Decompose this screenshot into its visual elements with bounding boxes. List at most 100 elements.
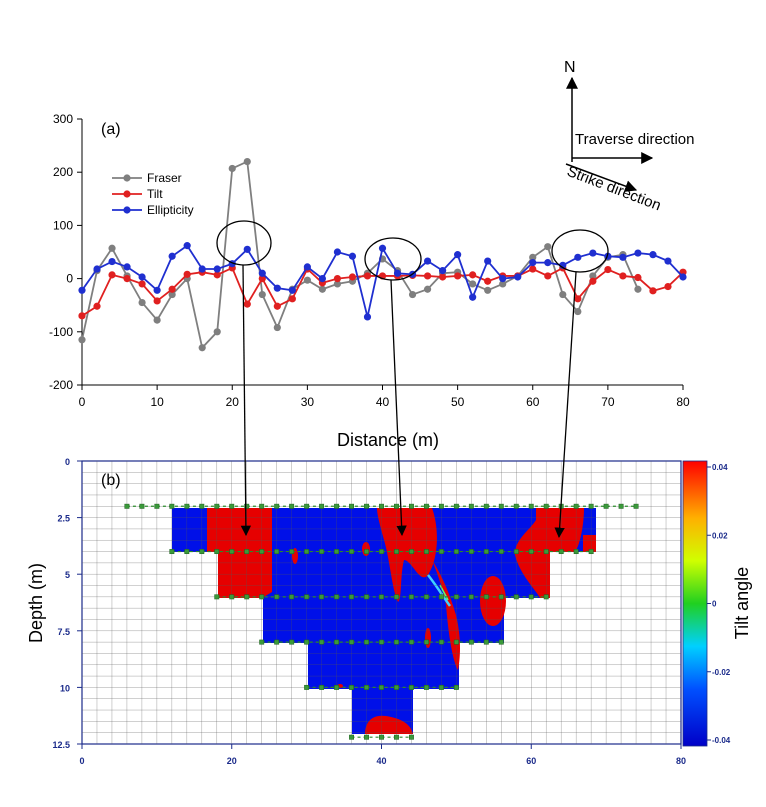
- heatmap-blue-region: [172, 508, 596, 734]
- anomaly-ellipse-3: [551, 229, 609, 273]
- data-point-ellipticity: [649, 251, 657, 259]
- data-point-tilt: [153, 297, 161, 305]
- data-point-ellipticity: [634, 249, 642, 257]
- b-x-tick-label-4: 80: [676, 756, 686, 766]
- b-y-tick-label-1: 2.5: [57, 514, 70, 524]
- data-point-fraser: [153, 316, 161, 324]
- x-tick-label-3: 30: [301, 395, 315, 409]
- data-point-ellipticity: [469, 293, 477, 301]
- data-point-ellipticity: [378, 244, 387, 252]
- data-point-ellipticity: [153, 286, 161, 294]
- chart-a-axes: 300 200 100 0 -100 -200 0 10 20 30 40 50 60 70 80: [49, 112, 690, 409]
- data-point-fraser: [258, 290, 266, 299]
- b-x-tick-label-3: 60: [526, 756, 536, 766]
- y-tick-label-0: 300: [53, 112, 73, 126]
- data-point-ellipticity: [78, 286, 86, 294]
- data-point-ellipticity: [183, 242, 191, 250]
- data-point-ellipticity: [168, 252, 176, 260]
- data-point-tilt: [634, 273, 642, 282]
- data-point-tilt: [454, 272, 462, 280]
- data-point-tilt: [168, 285, 176, 293]
- data-point-ellipticity: [138, 273, 146, 281]
- connector-arrow-2: [390, 279, 407, 537]
- heatmap-transition-line: [427, 574, 452, 607]
- data-point-ellipticity: [619, 253, 627, 261]
- data-point-fraser: [213, 328, 221, 336]
- data-point-tilt: [439, 273, 447, 281]
- data-point-ellipticity: [273, 284, 281, 292]
- data-point-fraser: [198, 344, 206, 352]
- b-y-tick-label-0: 0: [65, 457, 70, 467]
- b-x-tick-label-0: 0: [79, 756, 84, 766]
- data-point-tilt: [123, 275, 131, 283]
- data-point-ellipticity: [108, 257, 116, 266]
- colorbar-label: Tilt angle: [732, 567, 752, 639]
- data-point-fraser: [318, 285, 326, 293]
- x-tick-label-0: 0: [79, 395, 86, 409]
- data-point-ellipticity: [664, 257, 672, 265]
- data-point-ellipticity: [348, 252, 357, 260]
- y-tick-label-4: -100: [49, 325, 73, 339]
- colorbar-tick-label-2: 0: [712, 600, 717, 609]
- data-point-tilt: [93, 302, 101, 310]
- x-tick-label-5: 50: [451, 395, 465, 409]
- chart-a-series-group: [78, 157, 687, 352]
- data-point-fraser: [168, 290, 176, 299]
- data-point-fraser: [574, 307, 582, 316]
- b-y-tick-label-2: 5: [65, 570, 70, 580]
- x-tick-label-1: 10: [150, 395, 164, 409]
- data-point-tilt: [484, 277, 492, 285]
- data-point-fraser: [273, 323, 281, 332]
- data-point-fraser: [408, 290, 417, 299]
- series-line-fraser: [81, 160, 639, 350]
- data-point-fraser: [108, 244, 116, 252]
- b-x-tick-label-1: 20: [227, 756, 237, 766]
- direction-diagram: N Traverse direction Strike direction: [564, 59, 695, 214]
- strike-direction-label: Strike direction: [565, 163, 664, 214]
- data-point-fraser: [544, 243, 552, 251]
- x-tick-label-4: 40: [376, 395, 390, 409]
- heatmap-red-regions: [207, 508, 596, 734]
- colorbar-tick-label-1: 0.02: [712, 531, 728, 540]
- y-tick-label-2: 100: [53, 218, 73, 232]
- x-tick-label-8: 80: [676, 395, 690, 409]
- data-point-tilt: [348, 273, 357, 281]
- anomaly-ellipse-1: [216, 220, 272, 266]
- data-point-ellipticity: [529, 259, 537, 267]
- data-point-fraser: [138, 298, 146, 307]
- data-point-tilt: [213, 271, 221, 279]
- y-tick-label-3: 0: [66, 272, 73, 286]
- data-point-ellipticity: [499, 275, 507, 283]
- data-point-ellipticity: [333, 248, 342, 256]
- data-point-fraser: [499, 280, 507, 288]
- north-label: N: [564, 59, 576, 76]
- x-tick-label-7: 70: [601, 395, 615, 409]
- data-point-ellipticity: [454, 251, 462, 259]
- data-point-ellipticity: [544, 259, 552, 267]
- data-point-ellipticity: [198, 265, 206, 273]
- data-point-ellipticity: [679, 273, 687, 281]
- data-point-fraser: [423, 285, 432, 293]
- data-point-fraser: [303, 276, 311, 284]
- data-point-tilt: [649, 287, 657, 295]
- data-point-tilt: [619, 272, 627, 280]
- chart-b-axis-ticks: 0 20 40 60 80 0 2.5 5 7.5 10 12.5: [52, 457, 686, 766]
- colorbar-tick-label-4: -0.04: [712, 736, 731, 745]
- legend-item-fraser: Fraser: [147, 171, 182, 185]
- b-y-tick-label-5: 12.5: [52, 740, 70, 750]
- chart-b-y-axis-label: Depth (m): [26, 563, 46, 643]
- data-point-fraser: [484, 286, 492, 294]
- data-point-ellipticity: [393, 269, 402, 277]
- data-point-ellipticity: [213, 265, 221, 273]
- data-point-fraser: [333, 280, 342, 288]
- data-point-ellipticity: [93, 265, 101, 273]
- b-x-tick-label-2: 40: [376, 756, 386, 766]
- b-y-tick-label-4: 10: [60, 683, 70, 693]
- heatmap-grid: [82, 461, 681, 744]
- data-point-tilt: [273, 302, 281, 310]
- data-point-fraser: [469, 280, 477, 288]
- data-point-tilt: [423, 272, 432, 280]
- electrode-rows: [124, 503, 639, 740]
- data-point-fraser: [78, 336, 86, 344]
